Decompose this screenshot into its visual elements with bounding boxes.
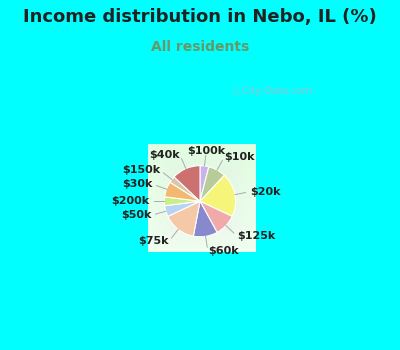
Text: $10k: $10k bbox=[224, 152, 255, 162]
Text: $30k: $30k bbox=[122, 179, 152, 189]
Text: $100k: $100k bbox=[187, 146, 226, 156]
Wedge shape bbox=[165, 201, 200, 216]
Text: $75k: $75k bbox=[138, 236, 169, 246]
Wedge shape bbox=[164, 197, 200, 206]
Wedge shape bbox=[200, 201, 232, 232]
Text: $125k: $125k bbox=[237, 231, 275, 241]
Wedge shape bbox=[200, 166, 209, 201]
Text: $200k: $200k bbox=[111, 196, 149, 206]
Wedge shape bbox=[200, 167, 224, 201]
Text: All residents: All residents bbox=[151, 40, 249, 54]
Text: ⓘ City-Data.com: ⓘ City-Data.com bbox=[233, 86, 312, 96]
Text: Income distribution in Nebo, IL (%): Income distribution in Nebo, IL (%) bbox=[23, 8, 377, 26]
Wedge shape bbox=[170, 177, 200, 201]
Text: $50k: $50k bbox=[121, 210, 151, 220]
Text: $150k: $150k bbox=[122, 165, 160, 175]
Text: $40k: $40k bbox=[149, 150, 180, 160]
Wedge shape bbox=[200, 175, 236, 216]
Wedge shape bbox=[165, 182, 200, 201]
Wedge shape bbox=[193, 201, 217, 237]
Text: $20k: $20k bbox=[250, 187, 280, 197]
Wedge shape bbox=[168, 201, 200, 236]
Text: $60k: $60k bbox=[208, 246, 238, 256]
Wedge shape bbox=[174, 166, 200, 201]
